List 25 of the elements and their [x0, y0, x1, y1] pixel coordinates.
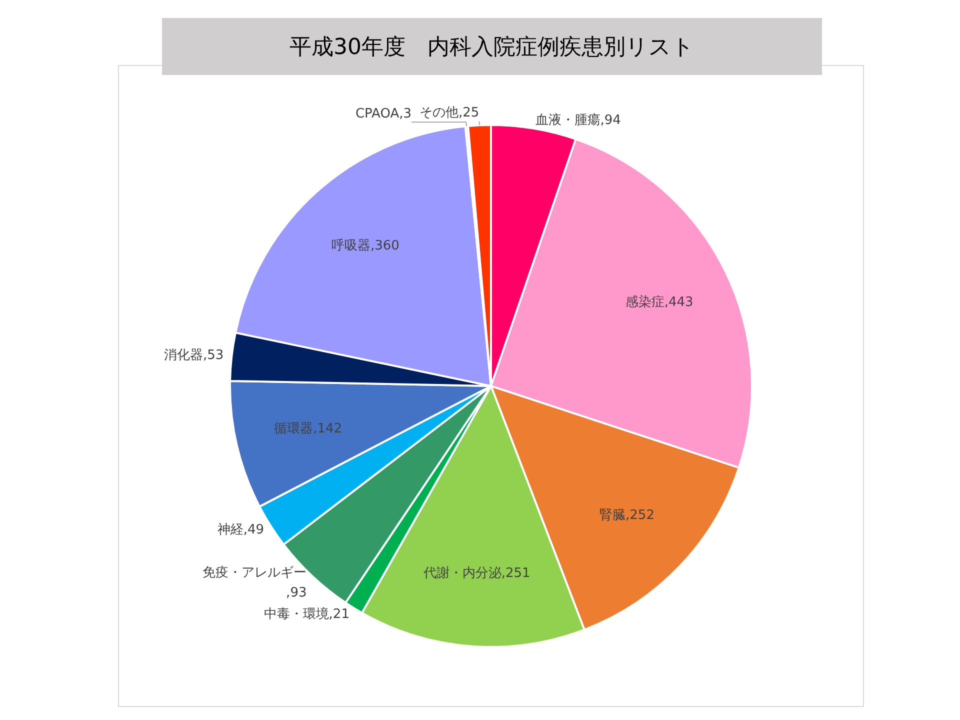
- data-label: ,93: [286, 585, 307, 600]
- data-label: ,94: [600, 113, 621, 128]
- data-label: ,53: [203, 348, 224, 364]
- slice-label: 代謝・内分泌: [422, 566, 502, 581]
- data-label: ,21: [328, 607, 350, 622]
- slice-label: 感染症: [625, 294, 664, 310]
- data-label: ,443: [664, 294, 694, 310]
- data-label: ,360: [370, 238, 400, 254]
- slice-label: 呼吸器: [331, 238, 370, 254]
- slice-label: その他: [420, 106, 458, 121]
- slice-label: 免疫・アレルギー: [202, 565, 307, 580]
- data-label: ,142: [313, 421, 342, 436]
- data-label: ,3: [399, 106, 412, 122]
- slice-label: 腎臓: [600, 508, 626, 524]
- slice-label: 血液・腫瘍: [535, 113, 600, 128]
- data-label: ,251: [501, 566, 530, 581]
- slice-label: 神経: [217, 522, 244, 538]
- slice-label: 消化器: [164, 348, 204, 364]
- data-label: ,252: [626, 508, 654, 524]
- slice-label: 中毒・環境: [264, 606, 329, 622]
- data-label: ,25: [458, 106, 480, 121]
- data-label: ,49: [243, 522, 264, 538]
- slice-label: 循環器: [274, 421, 314, 436]
- slice-label: CPAOA: [355, 106, 400, 122]
- chart-title: 平成30年度 内科入院症例疾患別リスト: [162, 18, 822, 75]
